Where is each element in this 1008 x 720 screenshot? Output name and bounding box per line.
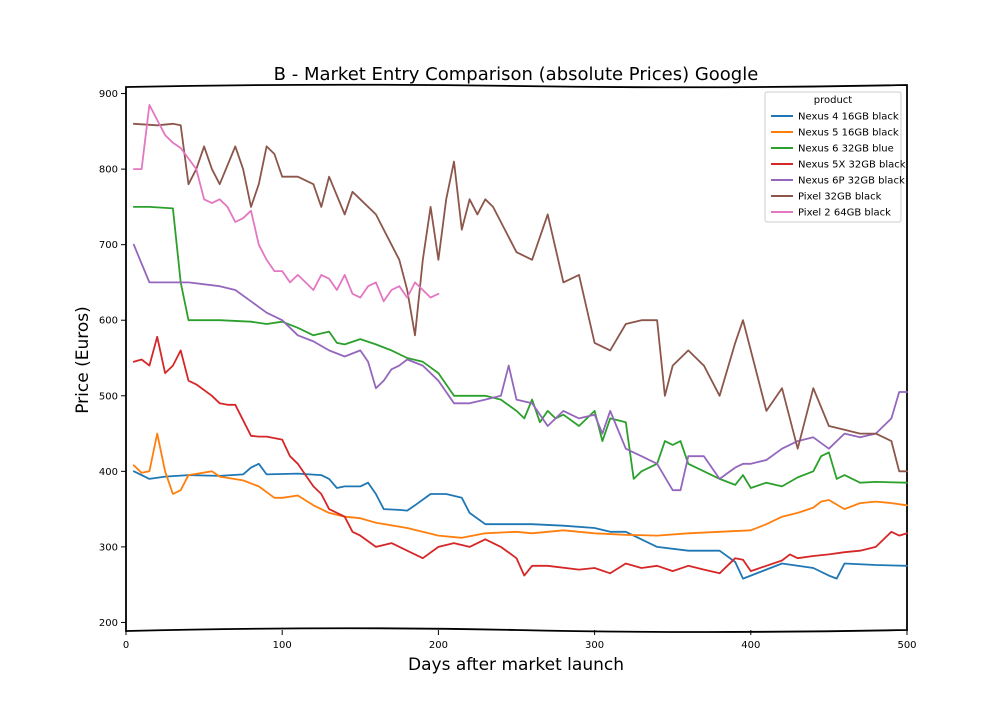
legend-label-4: Nexus 6P 32GB black — [798, 176, 905, 187]
series-line-2 — [132, 206, 908, 489]
legend-label-0: Nexus 4 16GB black — [798, 112, 899, 123]
y-tick-label-0: 200 — [99, 618, 118, 629]
x-tick-label-5: 500 — [897, 640, 916, 651]
legend-label-2: Nexus 6 32GB blue — [798, 144, 894, 155]
series-line-3 — [132, 335, 908, 577]
y-tick-label-2: 400 — [99, 467, 118, 478]
y-axis-title: Price (Euros) — [73, 306, 93, 414]
y-tick-label-6: 800 — [99, 165, 118, 176]
legend-box — [764, 91, 902, 223]
series-line-1 — [132, 432, 908, 539]
series-line-4 — [132, 243, 908, 492]
x-axis: 0 100 200 300 400 500 — [123, 630, 917, 651]
chart-title: B - Market Entry Comparison (absolute Pr… — [274, 64, 759, 85]
y-tick-label-4: 600 — [99, 316, 118, 327]
x-tick-label-0: 0 — [123, 640, 129, 651]
x-tick-label-1: 100 — [273, 640, 292, 651]
legend: product Nexus 4 16GB black Nexus 5 16GB b… — [764, 91, 906, 223]
legend-label-6: Pixel 2 64GB black — [798, 208, 891, 219]
y-tick-label-5: 700 — [99, 240, 118, 251]
x-tick-label-2: 200 — [429, 640, 448, 651]
series-line-5 — [132, 122, 908, 473]
series-layer — [132, 104, 908, 580]
series-line-6 — [132, 104, 440, 303]
legend-label-5: Pixel 32GB black — [798, 192, 882, 203]
legend-title: product — [814, 95, 853, 106]
x-tick-label-4: 400 — [741, 640, 760, 651]
y-tick-label-3: 500 — [99, 391, 118, 402]
y-axis: 200 300 400 500 600 700 800 900 — [99, 89, 126, 629]
series-line-0 — [132, 462, 908, 580]
legend-label-1: Nexus 5 16GB black — [798, 128, 899, 139]
legend-label-3: Nexus 5X 32GB black — [798, 160, 906, 171]
y-tick-label-1: 300 — [99, 542, 118, 553]
y-tick-label-7: 900 — [99, 89, 118, 100]
x-axis-title: Days after market launch — [408, 655, 624, 675]
x-tick-label-3: 300 — [585, 640, 604, 651]
